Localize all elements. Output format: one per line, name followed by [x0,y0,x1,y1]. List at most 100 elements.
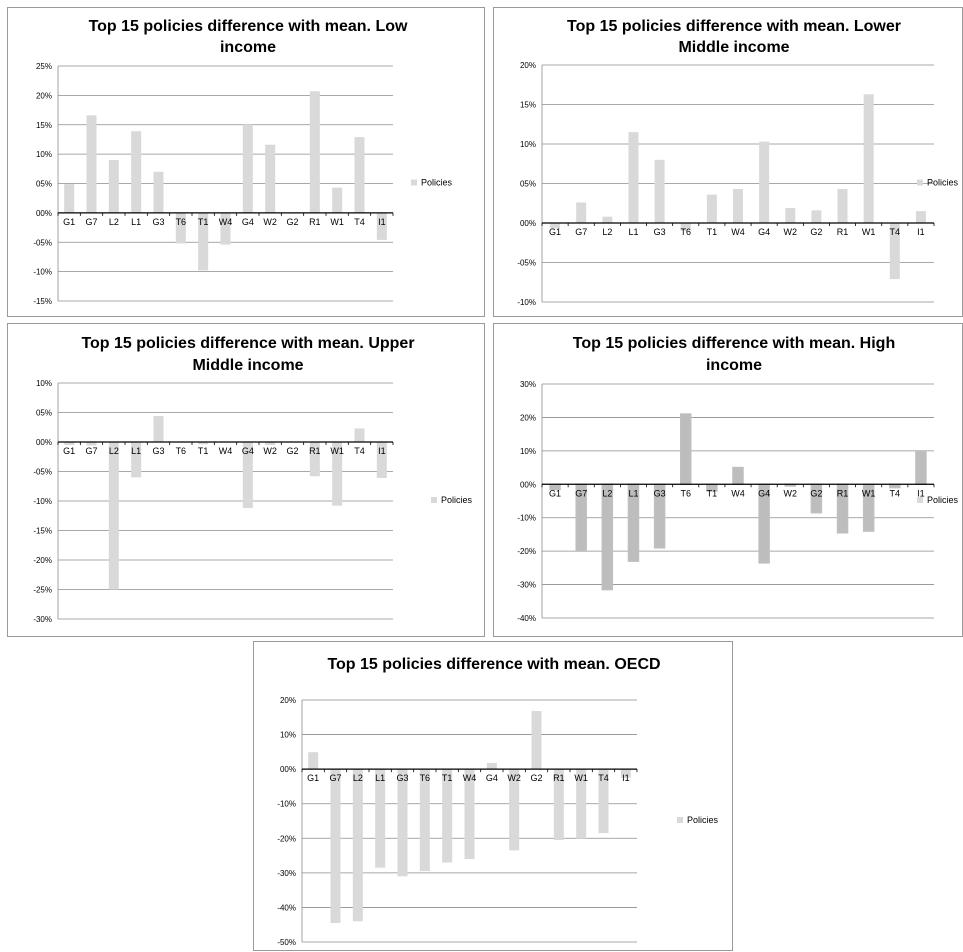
y-tick-label: -15% [33,297,52,306]
y-tick-label: -15% [33,527,52,536]
x-tick-label: L2 [353,773,363,783]
x-tick-label: G7 [575,227,587,237]
y-tick-label: -05% [33,238,52,247]
x-tick-label: T1 [707,227,718,237]
chart-oecd: Top 15 policies difference with mean. OE… [254,642,734,952]
y-tick-label: 20% [280,696,296,705]
y-tick-label: 20% [520,61,536,70]
x-tick-label: W1 [330,446,344,456]
y-tick-label: 20% [520,413,536,422]
y-tick-label: -10% [33,268,52,277]
x-tick-label: W2 [784,227,798,237]
y-tick-label: -10% [517,298,536,307]
x-tick-label: G4 [242,217,254,227]
x-tick-label: G7 [85,446,97,456]
x-tick-label: I1 [917,227,925,237]
bar-l2 [109,160,119,213]
bar-w1 [864,94,874,223]
bar-w2 [785,208,795,223]
chart-panel-upper-middle-income: Top 15 policies difference with mean. Up… [7,323,485,637]
x-tick-label: T4 [890,227,901,237]
bar-l2 [109,442,119,590]
x-tick-label: G1 [549,227,561,237]
y-tick-label: -25% [33,586,52,595]
bar-g7 [331,769,341,923]
chart-panel-oecd: Top 15 policies difference with mean. OE… [253,641,733,951]
x-tick-label: L2 [602,227,612,237]
x-tick-label: W1 [330,217,344,227]
y-tick-label: 00% [520,480,536,489]
bar-r1 [310,91,320,213]
y-tick-label: 00% [36,209,52,218]
x-tick-label: R1 [553,773,565,783]
x-tick-label: T1 [442,773,453,783]
x-tick-label: R1 [309,217,321,227]
chart-lower-middle-income: Top 15 policies difference with mean. Lo… [494,8,963,318]
bar-g3 [154,172,164,213]
bar-t6 [681,414,691,484]
bar-g7 [87,115,97,213]
bar-g4 [759,142,769,223]
legend-label: Policies [927,178,959,188]
bar-w4 [733,189,743,223]
y-tick-label: -30% [277,869,296,878]
y-tick-label: -50% [277,938,296,947]
chart-title-line: Top 15 policies difference with mean. Up… [81,335,414,352]
bar-g1 [64,184,74,213]
y-tick-label: -20% [277,834,296,843]
chart-high-income: Top 15 policies difference with mean. Hi… [494,324,963,638]
bar-t4 [355,137,365,213]
y-tick-label: 05% [36,409,52,418]
x-tick-label: T6 [176,217,187,227]
x-tick-label: L1 [375,773,385,783]
chart-panel-lower-middle-income: Top 15 policies difference with mean. Lo… [493,7,963,317]
chart-title-line: Top 15 policies difference with mean. OE… [327,656,660,673]
bar-l2 [602,217,612,223]
y-tick-label: 00% [520,219,536,228]
x-tick-label: W1 [574,773,588,783]
x-tick-label: R1 [309,446,321,456]
bar-g3 [154,416,164,442]
chart-panel-high-income: Top 15 policies difference with mean. Hi… [493,323,963,637]
x-tick-label: G1 [63,217,75,227]
x-tick-label: T6 [680,227,691,237]
x-tick-label: W2 [784,488,798,498]
x-tick-label: L1 [131,446,141,456]
chart-title-line: Top 15 policies difference with mean. Lo… [567,18,901,35]
bar-l1 [628,132,638,223]
y-tick-label: -10% [33,497,52,506]
x-tick-label: W2 [263,217,277,227]
legend-swatch [431,497,437,503]
bar-g4 [487,763,497,769]
y-tick-label: -40% [277,903,296,912]
x-tick-label: G2 [530,773,542,783]
y-tick-label: 15% [36,121,52,130]
bar-g3 [398,769,408,876]
legend-label: Policies [687,815,719,825]
y-tick-label: 10% [520,447,536,456]
y-tick-label: 20% [36,91,52,100]
bar-w1 [332,188,342,213]
x-tick-label: G1 [307,773,319,783]
y-tick-label: -40% [517,614,536,623]
x-tick-label: I1 [378,446,386,456]
y-tick-label: 15% [520,101,536,110]
x-tick-label: L2 [109,446,119,456]
bar-l1 [131,131,141,213]
x-tick-label: L1 [628,227,638,237]
y-tick-label: -10% [517,514,536,523]
y-tick-label: 30% [520,380,536,389]
bar-g7 [576,202,586,223]
bar-l2 [602,484,612,589]
bar-g1 [308,752,318,769]
x-tick-label: I1 [622,773,630,783]
x-tick-label: L2 [602,488,612,498]
y-tick-label: -05% [33,468,52,477]
x-tick-label: G7 [85,217,97,227]
x-tick-label: I1 [378,217,386,227]
bar-w2 [265,145,275,213]
chart-title-line: Top 15 policies difference with mean. Lo… [89,18,408,35]
y-tick-label: 00% [280,765,296,774]
x-tick-label: W4 [731,488,745,498]
chart-title-line: Middle income [192,357,303,374]
